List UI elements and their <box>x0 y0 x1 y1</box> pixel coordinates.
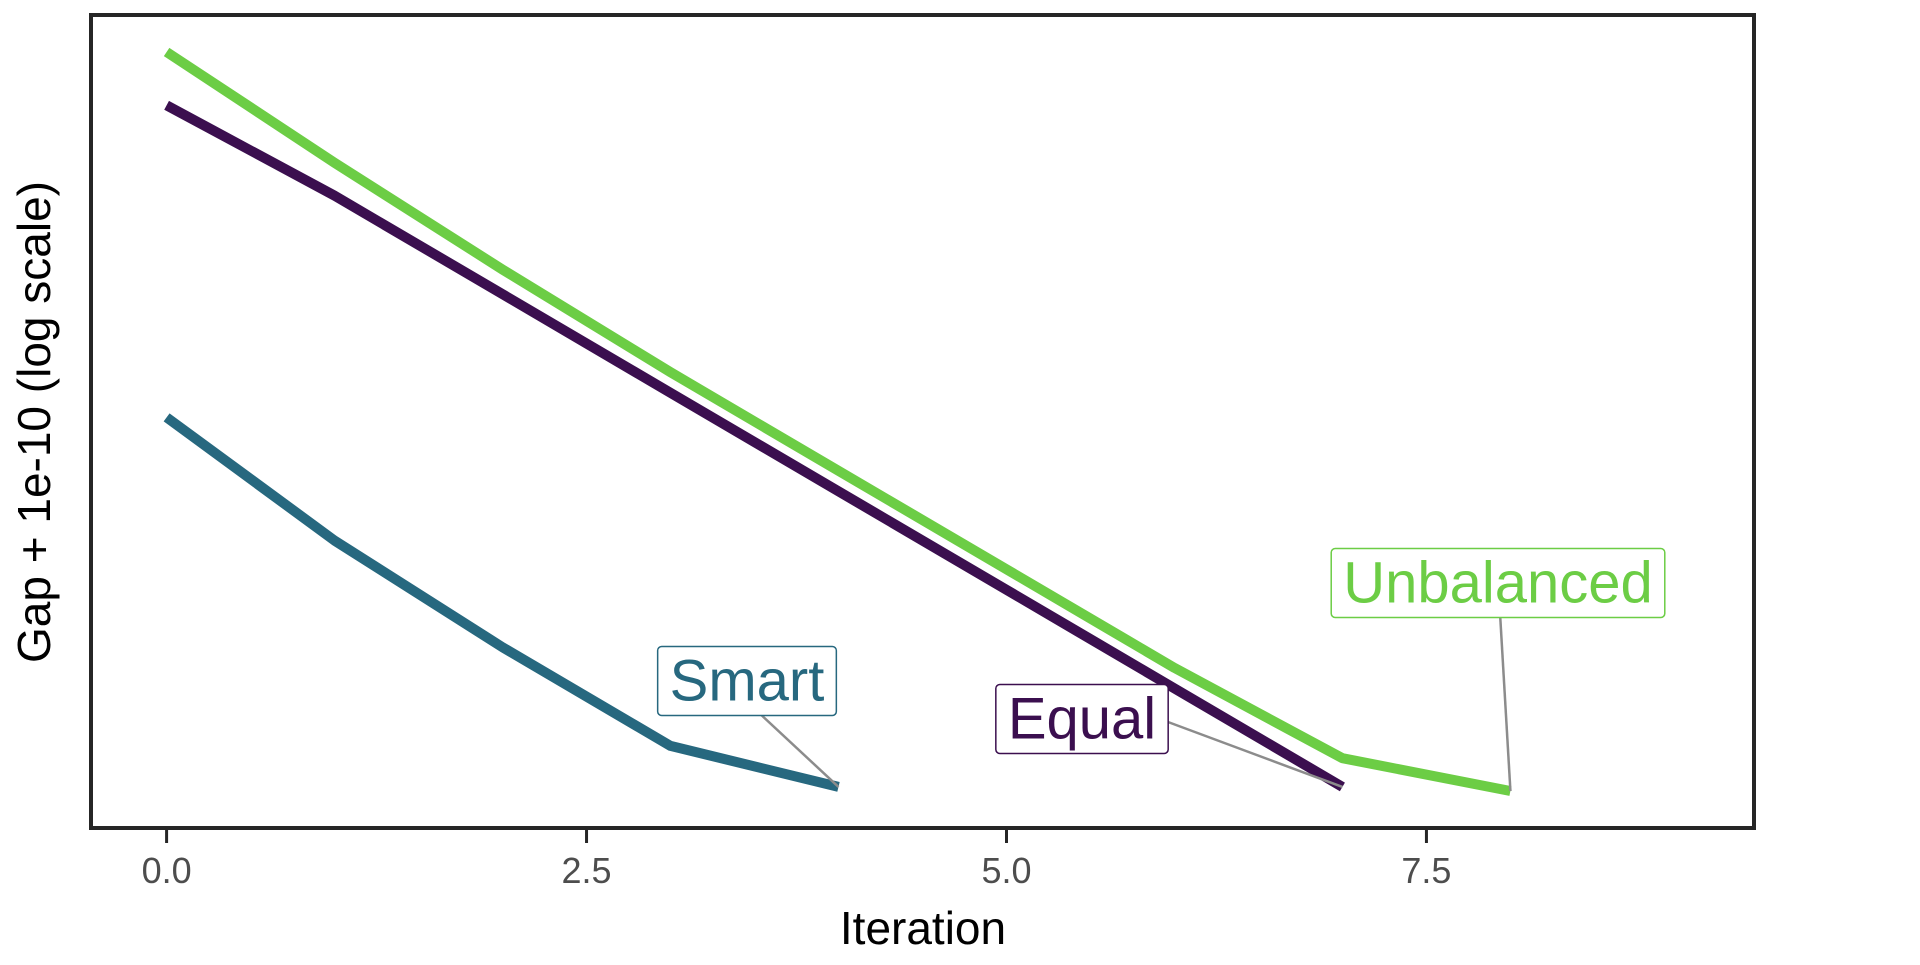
annotation-layer: Unbalanced Equal Smart <box>656 547 1666 792</box>
series-line-smart <box>163 413 840 792</box>
x-tick-label: 5.0 <box>981 850 1031 891</box>
annotation-box <box>995 683 1169 755</box>
x-tick-label: 0.0 <box>142 850 192 891</box>
x-axis-label: Iteration <box>840 902 1006 954</box>
y-axis-label: Gap + 1e-10 (log scale) <box>8 181 60 663</box>
annotation-connector-equal <box>1167 720 1343 789</box>
annotation-box <box>656 645 838 717</box>
series-layer <box>163 47 1512 796</box>
annotation-box <box>1330 547 1666 619</box>
x-tick-label: 7.5 <box>1401 850 1451 891</box>
annotation-connector-unbalanced <box>1498 612 1512 792</box>
plot-panel <box>89 13 1756 830</box>
annotation-label: Unbalanced <box>1343 551 1653 616</box>
annotation-label: Smart <box>670 649 825 714</box>
annotation-label: Equal <box>1008 687 1156 752</box>
annotation-equal: Equal <box>995 683 1169 755</box>
annotation-connector-smart <box>756 710 840 788</box>
x-axis: 0.0 2.5 5.0 7.5 <box>142 830 1451 891</box>
annotation-smart: Smart <box>656 645 838 717</box>
series-line-unbalanced <box>163 47 1512 796</box>
series-line-equal <box>164 100 1345 792</box>
x-tick-label: 2.5 <box>562 850 612 891</box>
annotation-unbalanced: Unbalanced <box>1330 547 1666 619</box>
